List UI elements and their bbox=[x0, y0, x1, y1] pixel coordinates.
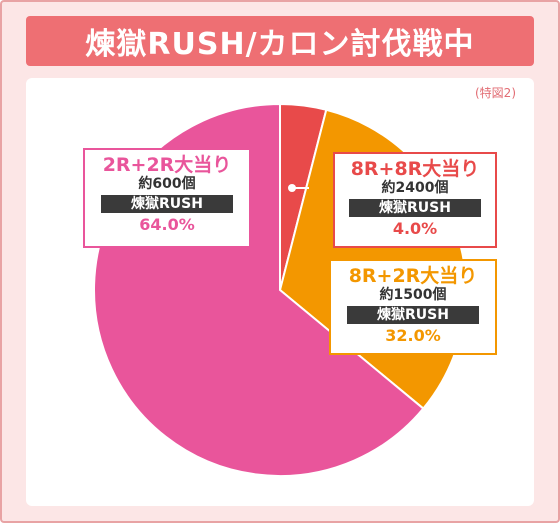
callout-8r8r-percent: 4.0% bbox=[392, 219, 438, 238]
callout-8r8r-mode: 煉獄RUSH bbox=[349, 199, 481, 217]
callout-2r2r-prize: 約600個 bbox=[138, 176, 196, 192]
callout-2r2r: 2R+2R大当り 約600個 煉獄RUSH 64.0% bbox=[83, 148, 251, 248]
title-bar: 煉獄RUSH/カロン討伐戦中 bbox=[26, 16, 534, 66]
callout-8r8r-prize: 約2400個 bbox=[381, 180, 449, 196]
callout-8r2r: 8R+2R大当り 約1500個 煉獄RUSH 32.0% bbox=[329, 259, 497, 355]
callout-2r2r-mode: 煉獄RUSH bbox=[101, 195, 233, 213]
callout-8r8r: 8R+8R大当り 約2400個 煉獄RUSH 4.0% bbox=[333, 152, 497, 248]
chart-title: 煉獄RUSH/カロン討伐戦中 bbox=[85, 27, 475, 62]
callout-8r8r-label: 8R+8R大当り bbox=[350, 158, 480, 180]
callout-2r2r-percent: 64.0% bbox=[139, 215, 195, 234]
red-slice-leader bbox=[288, 184, 309, 192]
callout-8r2r-percent: 32.0% bbox=[385, 326, 441, 345]
callout-8r2r-label: 8R+2R大当り bbox=[348, 265, 478, 287]
callout-8r2r-mode: 煉獄RUSH bbox=[347, 306, 479, 324]
chart-panel: (特図2) 2R+2R大当り 約600個 煉獄RUSH 64.0% 8R+8R大… bbox=[26, 78, 534, 506]
pattern-note: (特図2) bbox=[475, 86, 516, 100]
callout-8r2r-prize: 約1500個 bbox=[379, 287, 447, 303]
callout-2r2r-label: 2R+2R大当り bbox=[102, 154, 232, 176]
